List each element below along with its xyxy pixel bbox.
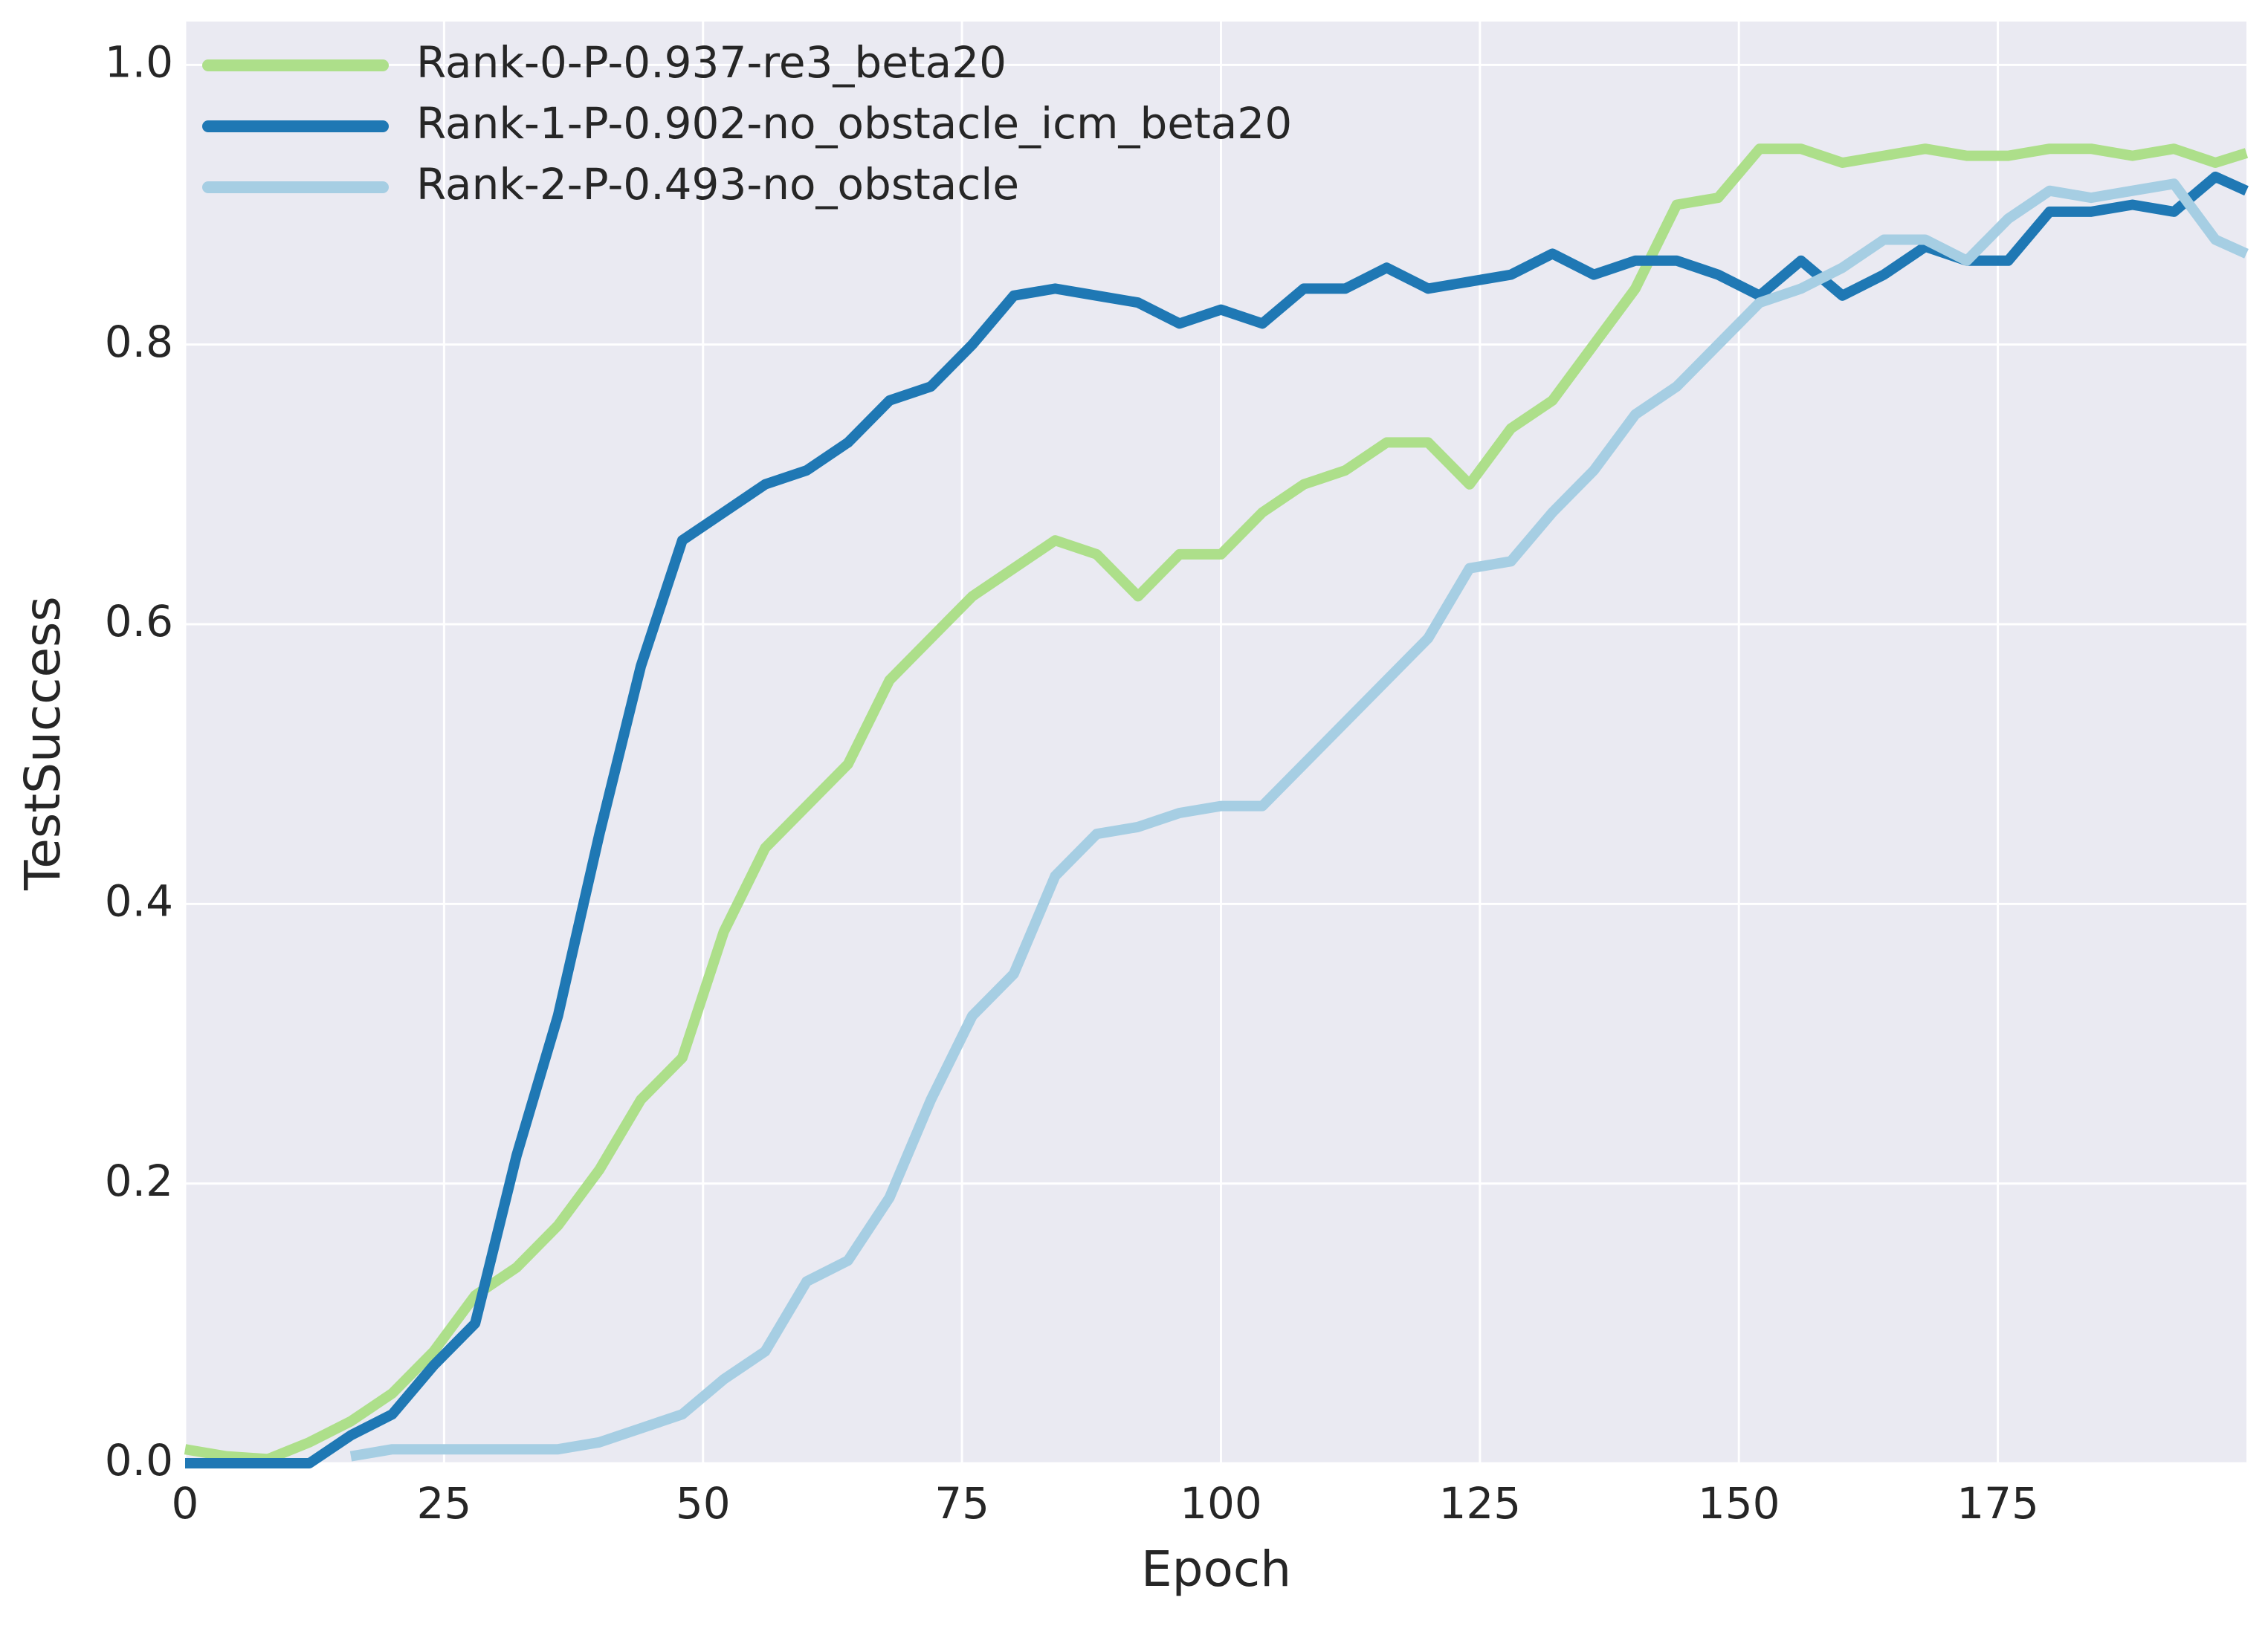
x-tick-label: 75	[934, 1478, 989, 1529]
x-axis-label: Epoch	[1141, 1541, 1291, 1598]
legend-label: Rank-1-P-0.902-no_obstacle_icm_beta20	[416, 98, 1292, 149]
series-line	[184, 143, 2249, 1465]
x-tick-label: 25	[416, 1478, 471, 1529]
x-tick-label: 125	[1438, 1478, 1521, 1529]
y-tick-label: 0.0	[105, 1435, 173, 1486]
x-tick-label: 0	[172, 1478, 199, 1529]
y-tick-label: 0.4	[105, 875, 173, 926]
y-axis-label: TestSuccess	[14, 596, 71, 891]
legend-label: Rank-2-P-0.493-no_obstacle	[416, 159, 1019, 210]
y-tick-label: 0.6	[105, 596, 173, 647]
x-tick-label: 150	[1698, 1478, 1780, 1529]
series-line	[349, 178, 2249, 1462]
x-tick-label: 175	[1957, 1478, 2039, 1529]
series-line	[185, 171, 2249, 1468]
x-tick-label: 100	[1180, 1478, 1262, 1529]
legend-label: Rank-0-P-0.937-re3_beta20	[416, 37, 1007, 88]
y-tick-label: 0.2	[105, 1156, 173, 1206]
y-tick-label: 0.8	[105, 317, 173, 367]
y-tick-label: 1.0	[105, 36, 173, 87]
x-tick-label: 50	[676, 1478, 731, 1529]
